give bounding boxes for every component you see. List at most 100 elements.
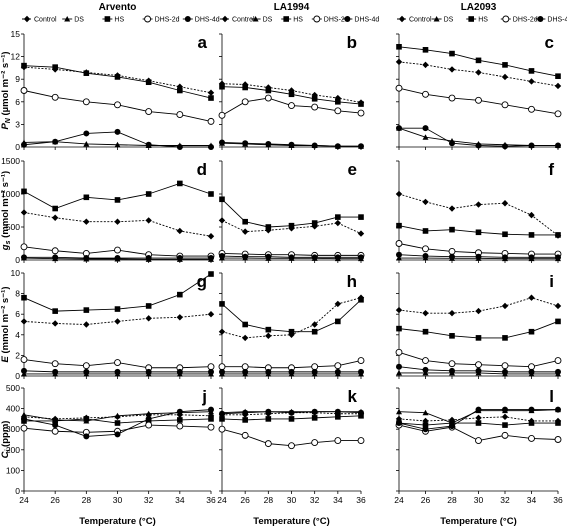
series-line — [23, 182, 212, 210]
x-tick-label: 26 — [240, 495, 250, 505]
data-point — [396, 369, 402, 376]
panel-letter: d — [197, 160, 207, 179]
data-point — [52, 254, 59, 261]
data-point — [145, 303, 152, 309]
data-point — [265, 87, 272, 94]
data-point — [288, 368, 295, 375]
legend-marker — [23, 15, 31, 23]
data-point — [422, 198, 429, 206]
data-point — [357, 230, 365, 237]
data-point — [219, 301, 225, 307]
data-point — [358, 409, 364, 416]
legend-label: DHS-4d — [547, 17, 567, 24]
panel-letter: e — [348, 160, 357, 179]
data-point — [20, 318, 28, 325]
data-point — [422, 426, 429, 433]
x-tick-label: 30 — [113, 495, 123, 505]
data-point — [21, 141, 27, 148]
x-tick-label: 30 — [474, 495, 484, 505]
data-point — [335, 214, 341, 220]
panel-k: 24 26 28 30 32 34 36 k — [217, 387, 366, 505]
data-point — [311, 254, 318, 261]
data-point — [114, 412, 121, 419]
data-point — [52, 64, 58, 70]
legend-label: HS — [478, 17, 488, 24]
x-tick-label: 24 — [217, 495, 227, 505]
data-point — [176, 111, 184, 119]
data-point — [114, 141, 121, 148]
data-point — [265, 326, 272, 333]
x-tick-label: 24 — [394, 495, 404, 505]
data-point — [396, 325, 402, 332]
panel-letter: l — [549, 387, 554, 406]
data-point — [311, 321, 318, 328]
legend-label: DS — [74, 17, 84, 24]
data-point — [219, 416, 225, 422]
series-line — [23, 65, 212, 99]
legend-marker — [144, 15, 152, 23]
data-point — [528, 328, 535, 335]
series-line — [23, 66, 212, 94]
data-point — [396, 255, 402, 261]
data-point — [475, 414, 482, 422]
data-point — [288, 254, 295, 261]
data-point — [311, 368, 318, 375]
y-tick-label: 0 — [15, 255, 20, 265]
legend-label: HS — [293, 17, 303, 24]
panel-letter: h — [347, 272, 357, 291]
data-point — [242, 218, 248, 225]
data-point — [448, 309, 456, 317]
data-point — [555, 142, 561, 149]
data-point — [114, 368, 121, 375]
data-point — [83, 416, 90, 422]
data-point — [114, 218, 121, 225]
x-tick-label: 34 — [333, 495, 343, 505]
y-tick-label: 15 — [11, 29, 21, 39]
data-point — [395, 58, 403, 66]
data-point — [422, 253, 429, 260]
data-point — [335, 414, 341, 420]
data-point — [501, 362, 509, 370]
data-point — [528, 142, 535, 149]
data-point — [422, 245, 429, 253]
data-point — [51, 93, 59, 101]
data-point — [334, 362, 342, 370]
data-point — [501, 101, 509, 109]
panel-c: c — [395, 33, 562, 150]
data-point — [52, 138, 59, 145]
data-point — [83, 70, 90, 76]
data-point — [357, 437, 365, 444]
x-tick-label: 32 — [500, 495, 510, 505]
data-point — [502, 231, 508, 238]
data-point — [475, 96, 482, 104]
data-point — [358, 368, 364, 375]
x-tick-label: 32 — [310, 495, 320, 505]
data-point — [528, 232, 535, 238]
data-point — [83, 307, 90, 313]
legend-marker — [64, 16, 71, 22]
data-point — [208, 255, 214, 262]
data-point — [218, 217, 226, 224]
data-point — [82, 362, 90, 370]
y-tick-label: 500 — [6, 383, 20, 393]
data-point — [448, 66, 456, 73]
data-point — [396, 44, 402, 50]
data-point — [207, 311, 215, 318]
y-tick-label: 0 — [15, 486, 20, 496]
panel-letter: i — [549, 272, 554, 291]
data-point — [449, 423, 455, 430]
legend-label: DHS-2d — [513, 17, 538, 24]
data-point — [288, 409, 295, 416]
data-point — [242, 321, 248, 328]
data-point — [555, 73, 561, 79]
panel-h: h — [218, 272, 365, 379]
data-point — [114, 197, 121, 203]
data-point — [208, 95, 214, 101]
data-point — [288, 442, 295, 450]
data-point — [219, 139, 225, 146]
panel-letter: k — [348, 387, 358, 406]
panel-letter: a — [198, 33, 208, 52]
data-point — [21, 188, 27, 195]
data-point — [51, 320, 59, 327]
data-point — [502, 335, 508, 341]
